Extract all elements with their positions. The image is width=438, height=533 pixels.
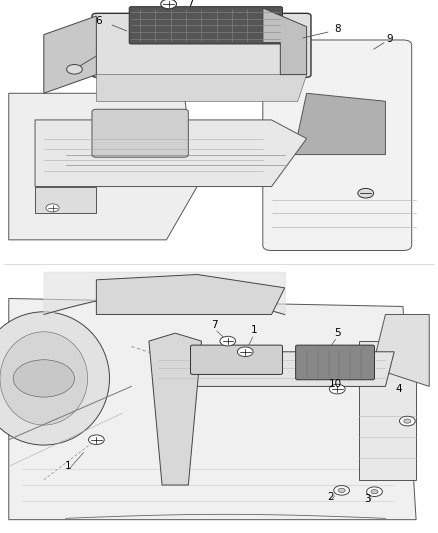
FancyBboxPatch shape — [92, 13, 311, 77]
Text: 8: 8 — [334, 25, 341, 34]
Circle shape — [161, 0, 177, 9]
Text: 9: 9 — [386, 34, 393, 44]
Text: 7: 7 — [211, 320, 218, 330]
FancyBboxPatch shape — [129, 7, 283, 44]
Polygon shape — [96, 75, 307, 101]
Polygon shape — [263, 8, 307, 75]
Circle shape — [237, 347, 253, 357]
Polygon shape — [35, 120, 307, 187]
Polygon shape — [35, 187, 96, 213]
Polygon shape — [359, 341, 416, 480]
Text: 4: 4 — [395, 384, 402, 394]
Circle shape — [220, 336, 236, 346]
Polygon shape — [9, 298, 416, 520]
Circle shape — [367, 487, 382, 497]
Circle shape — [46, 204, 59, 212]
FancyBboxPatch shape — [92, 109, 188, 157]
FancyBboxPatch shape — [296, 345, 374, 379]
Circle shape — [334, 486, 350, 495]
Text: 1: 1 — [251, 326, 258, 335]
Circle shape — [88, 435, 104, 445]
Polygon shape — [96, 274, 285, 314]
Ellipse shape — [0, 332, 88, 425]
Circle shape — [404, 419, 411, 423]
Circle shape — [13, 360, 74, 397]
Text: 10: 10 — [328, 379, 342, 389]
Ellipse shape — [0, 312, 110, 445]
Text: 1: 1 — [64, 462, 71, 471]
Text: 6: 6 — [95, 17, 102, 26]
Circle shape — [371, 489, 378, 494]
Circle shape — [358, 188, 374, 198]
Polygon shape — [293, 93, 385, 155]
Polygon shape — [9, 93, 197, 240]
Circle shape — [67, 64, 82, 74]
FancyBboxPatch shape — [191, 345, 283, 374]
Circle shape — [329, 384, 345, 394]
Text: 3: 3 — [364, 494, 371, 504]
Circle shape — [399, 416, 415, 426]
Polygon shape — [372, 314, 429, 386]
Polygon shape — [149, 333, 201, 485]
Polygon shape — [153, 352, 394, 386]
FancyBboxPatch shape — [263, 40, 412, 251]
Circle shape — [338, 488, 345, 492]
Polygon shape — [44, 16, 96, 93]
Text: 7: 7 — [187, 0, 194, 7]
Text: 2: 2 — [327, 492, 334, 502]
Text: 5: 5 — [334, 328, 341, 338]
